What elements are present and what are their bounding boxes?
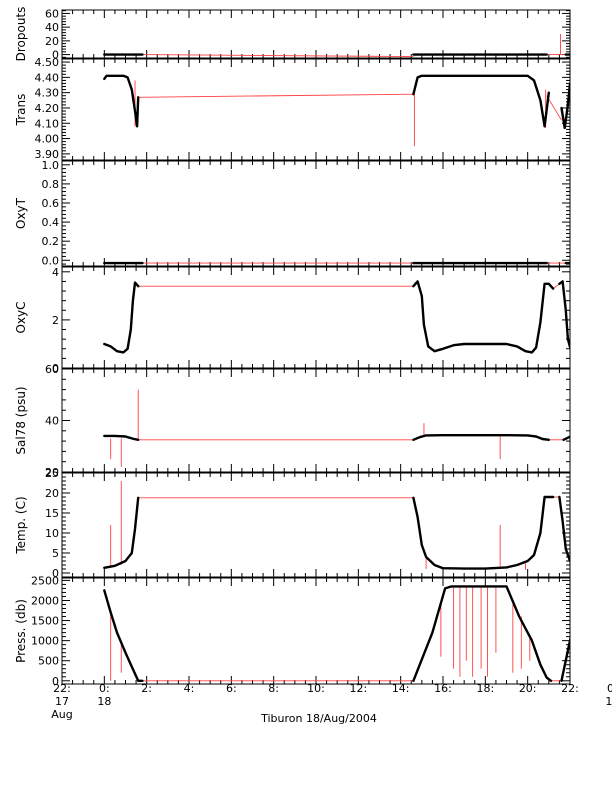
x-tick-label: 19 — [605, 695, 612, 708]
panel-data-sal — [103, 389, 570, 467]
observed-series-segment — [558, 280, 570, 352]
panel-data-oxyc — [103, 280, 570, 354]
y-axis-label-dropouts: Dropouts — [14, 7, 28, 62]
observed-series-segment — [103, 434, 140, 441]
panel-data-temp — [103, 481, 570, 570]
x-tick-label: 6: — [226, 682, 237, 695]
x-tick-label: 22: — [53, 682, 71, 695]
y-tick-label-dropouts: 60 — [45, 7, 59, 20]
y-tick-label-trans: 3.90 — [35, 148, 60, 161]
x-tick-label: Aug — [51, 708, 72, 721]
panel-frame-temp — [61, 472, 571, 578]
y-axis-label-trans: Trans — [14, 94, 28, 127]
observed-series-segment — [412, 585, 553, 682]
y-tick-label-temp: 5 — [52, 547, 59, 560]
x-tick-label: 0: — [99, 682, 110, 695]
y-tick-label-oxyc: 0 — [52, 362, 59, 375]
x-tick-label: 8: — [268, 682, 279, 695]
x-tick-label: 12: — [349, 682, 367, 695]
y-tick-label-temp: 0 — [52, 567, 59, 580]
y-tick-label-oxyt: 0.4 — [42, 216, 60, 229]
y-tick-label-press: 500 — [38, 655, 59, 668]
y-axis-label-oxyt: OxyT — [14, 197, 28, 229]
y-tick-label-oxyt: 0.8 — [42, 178, 60, 191]
y-tick-label-temp: 10 — [45, 527, 59, 540]
x-tick-label: 18: — [476, 682, 494, 695]
y-axis-label-sal: Sal78 (psu) — [14, 386, 28, 454]
interpolated-segment — [142, 54, 414, 58]
panel-trans: 3.90 4.00 4.10 4.20 4.30 4.40 4.50 Trans — [14, 56, 571, 161]
y-tick-label-dropouts: 20 — [45, 35, 59, 48]
y-tick-label-oxyt: 0.6 — [42, 197, 60, 210]
x-tick-label: 22: — [561, 682, 579, 695]
interpolated-segment — [138, 93, 414, 98]
observed-series-segment — [103, 74, 140, 128]
y-tick-label-dropouts: 0 — [52, 49, 59, 62]
y-tick-label-oxyc: 2 — [52, 314, 59, 327]
observed-series-segment — [103, 496, 140, 569]
y-tick-label-trans: 4.10 — [35, 117, 60, 130]
y-tick-label-press: 2500 — [31, 574, 59, 587]
x-tick-label: 17 — [55, 695, 69, 708]
y-tick-label-trans: 4.00 — [35, 133, 60, 146]
x-tick-label: 18 — [97, 695, 111, 708]
y-tick-label-temp: 15 — [45, 507, 59, 520]
x-tick-label: 2: — [141, 682, 152, 695]
y-tick-label-press: 0 — [52, 675, 59, 688]
observed-series-segment — [412, 280, 555, 354]
y-axis-label-temp: Temp. (C) — [14, 496, 28, 554]
y-tick-label-oxyt: 0.0 — [42, 254, 60, 267]
panel-oxyt: 0.0 0.2 0.4 0.6 0.8 1.0 OxyT — [14, 159, 571, 267]
observed-series-segment — [560, 81, 570, 130]
y-tick-label-sal: 20 — [45, 466, 59, 479]
y-tick-label-trans: 4.50 — [35, 56, 60, 69]
x-tick-label: 16: — [434, 682, 452, 695]
y-tick-label-temp: 20 — [45, 487, 59, 500]
y-axis-label-press: Press. (db) — [14, 599, 28, 663]
y-tick-label-dropouts: 40 — [45, 21, 59, 34]
panel-sal: 20 40 60 Sal78 (psu) — [14, 363, 571, 479]
panel-frame-press — [61, 577, 571, 685]
interpolated-segment — [552, 283, 560, 289]
y-tick-label-oxyc: 4 — [52, 266, 59, 279]
panel-data-press — [103, 585, 570, 682]
x-tick-label: 4: — [184, 682, 195, 695]
figure-caption: Tiburon 18/Aug/2004 — [260, 712, 377, 725]
observed-series-segment — [412, 434, 550, 441]
y-tick-label-press: 2000 — [31, 594, 59, 607]
y-tick-label-trans: 4.20 — [35, 102, 60, 115]
y-tick-label-press: 1500 — [31, 615, 59, 628]
panel-oxyc: 0 2 4 OxyC — [14, 266, 571, 375]
y-tick-label-trans: 4.30 — [35, 87, 60, 100]
observed-series-segment — [558, 495, 570, 563]
panel-data-dropouts — [103, 34, 570, 58]
x-tick-label: 10: — [307, 682, 325, 695]
y-tick-label-trans: 4.40 — [35, 71, 60, 84]
observed-series-segment — [562, 435, 570, 441]
y-tick-label-press: 1000 — [31, 635, 59, 648]
observed-series-segment — [412, 74, 550, 128]
y-tick-label-oxyt: 0.2 — [42, 235, 60, 248]
y-tick-label-temp: 25 — [45, 467, 59, 480]
observed-series-segment — [103, 281, 140, 354]
y-axis-label-oxyc: OxyC — [14, 301, 28, 333]
x-tick-label: 20: — [519, 682, 537, 695]
y-tick-label-sal: 40 — [45, 415, 59, 428]
panel-frame-oxyt — [61, 160, 571, 267]
y-tick-label-sal: 60 — [45, 363, 59, 376]
panels-layer: 0204060Dropouts3.904.004.104.204.304.404… — [14, 7, 571, 688]
panel-frame-oxyc — [61, 266, 571, 369]
observed-series-segment — [103, 589, 144, 682]
panel-data-trans — [103, 74, 570, 147]
x-tick-label: 0: — [607, 682, 612, 695]
observed-series-segment — [412, 495, 555, 570]
interpolated-segment — [546, 95, 562, 121]
y-tick-label-oxyt: 1.0 — [42, 159, 60, 172]
x-tick-label: 14: — [392, 682, 410, 695]
